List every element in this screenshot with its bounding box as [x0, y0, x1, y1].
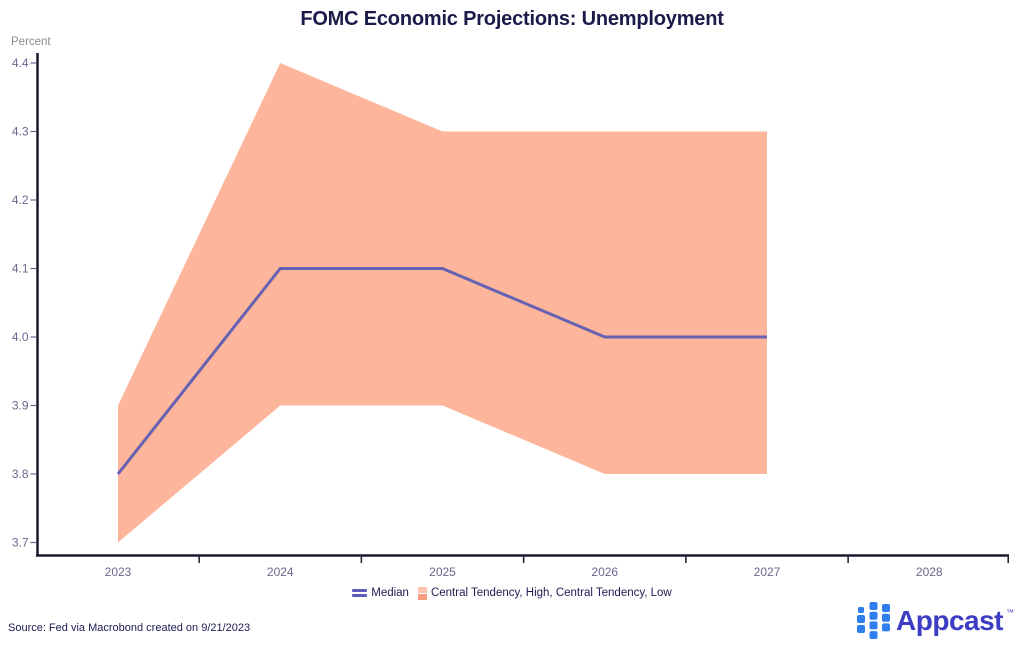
trademark-symbol: ™	[1006, 608, 1014, 617]
x-tick-label: 2023	[105, 565, 132, 579]
appcast-logo: Appcast ™	[857, 602, 1014, 639]
x-tick-label: 2028	[916, 565, 943, 579]
x-tick-label: 2026	[591, 565, 618, 579]
chart-legend: Median Central Tendency, High, Central T…	[0, 583, 1024, 603]
central-tendency-swatch-icon	[417, 586, 427, 600]
legend-central-tendency-label: Central Tendency, High, Central Tendency…	[430, 587, 672, 599]
y-tick-label: 3.8	[12, 467, 29, 481]
y-tick-label: 4.2	[12, 193, 29, 207]
x-tick-label: 2024	[267, 565, 294, 579]
y-axis-unit-label: Percent	[11, 36, 51, 48]
median-line	[116, 267, 767, 475]
x-tick-label: 2025	[429, 565, 456, 579]
appcast-wordmark: Appcast	[896, 605, 1003, 636]
legend-median-label: Median	[371, 587, 409, 599]
source-note: Source: Fed via Macrobond created on 9/2…	[8, 622, 251, 634]
y-tick-label: 4.3	[12, 125, 29, 139]
chart-title: FOMC Economic Projections: Unemployment	[300, 8, 724, 30]
x-tick-label: 2027	[754, 565, 781, 579]
central-tendency-band	[118, 63, 767, 543]
y-tick-label: 4.0	[12, 330, 29, 344]
y-tick-label: 3.9	[12, 399, 29, 413]
y-tick-label: 3.7	[12, 536, 29, 550]
legend-item-median: Median	[352, 587, 409, 599]
appcast-grid-icon	[857, 602, 891, 639]
y-tick-label: 4.4	[12, 56, 29, 70]
legend-item-central-tendency: Central Tendency, High, Central Tendency…	[417, 586, 672, 600]
median-line-swatch-icon	[352, 589, 368, 597]
y-tick-label: 4.1	[12, 262, 29, 276]
